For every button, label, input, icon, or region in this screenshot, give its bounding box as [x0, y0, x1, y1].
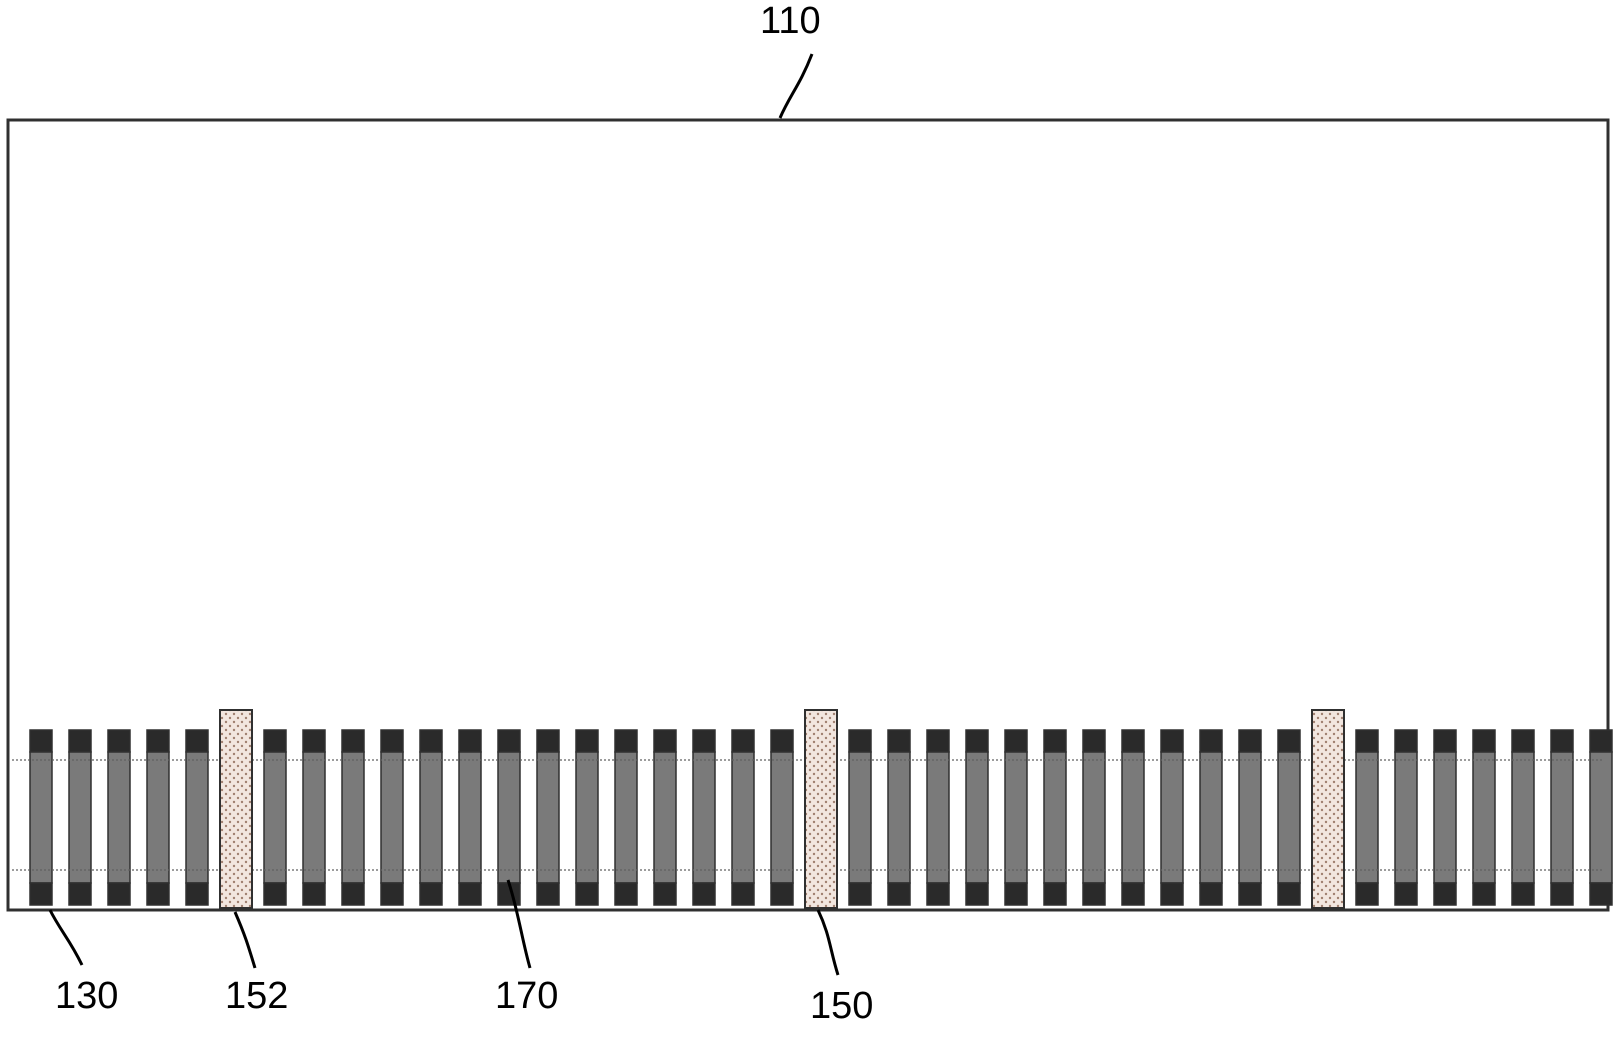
diagram-canvas: 110 130 152 170 150: [0, 0, 1618, 1042]
diagram-svg: [0, 0, 1618, 1042]
